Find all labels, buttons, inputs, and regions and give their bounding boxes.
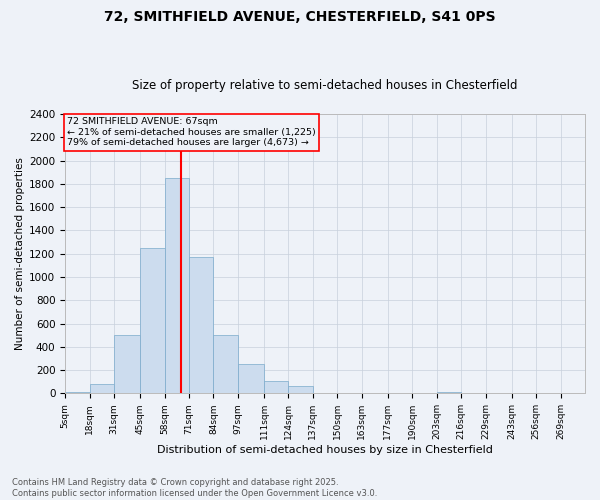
X-axis label: Distribution of semi-detached houses by size in Chesterfield: Distribution of semi-detached houses by … [157,445,493,455]
Bar [289,386,313,394]
Bar [65,392,89,394]
Bar [238,364,264,394]
Bar [337,393,362,394]
Bar [264,380,289,394]
Bar [89,384,114,394]
Bar [114,335,140,394]
Bar [164,178,189,394]
Y-axis label: Number of semi-detached properties: Number of semi-detached properties [15,157,25,350]
Bar [313,393,337,394]
Bar [189,256,214,394]
Bar [214,335,238,394]
Text: Contains HM Land Registry data © Crown copyright and database right 2025.
Contai: Contains HM Land Registry data © Crown c… [12,478,377,498]
Bar [140,248,164,394]
Text: 72, SMITHFIELD AVENUE, CHESTERFIELD, S41 0PS: 72, SMITHFIELD AVENUE, CHESTERFIELD, S41… [104,10,496,24]
Text: 72 SMITHFIELD AVENUE: 67sqm
← 21% of semi-detached houses are smaller (1,225)
79: 72 SMITHFIELD AVENUE: 67sqm ← 21% of sem… [67,118,316,148]
Bar [437,392,461,394]
Bar [362,393,388,394]
Title: Size of property relative to semi-detached houses in Chesterfield: Size of property relative to semi-detach… [133,79,518,92]
